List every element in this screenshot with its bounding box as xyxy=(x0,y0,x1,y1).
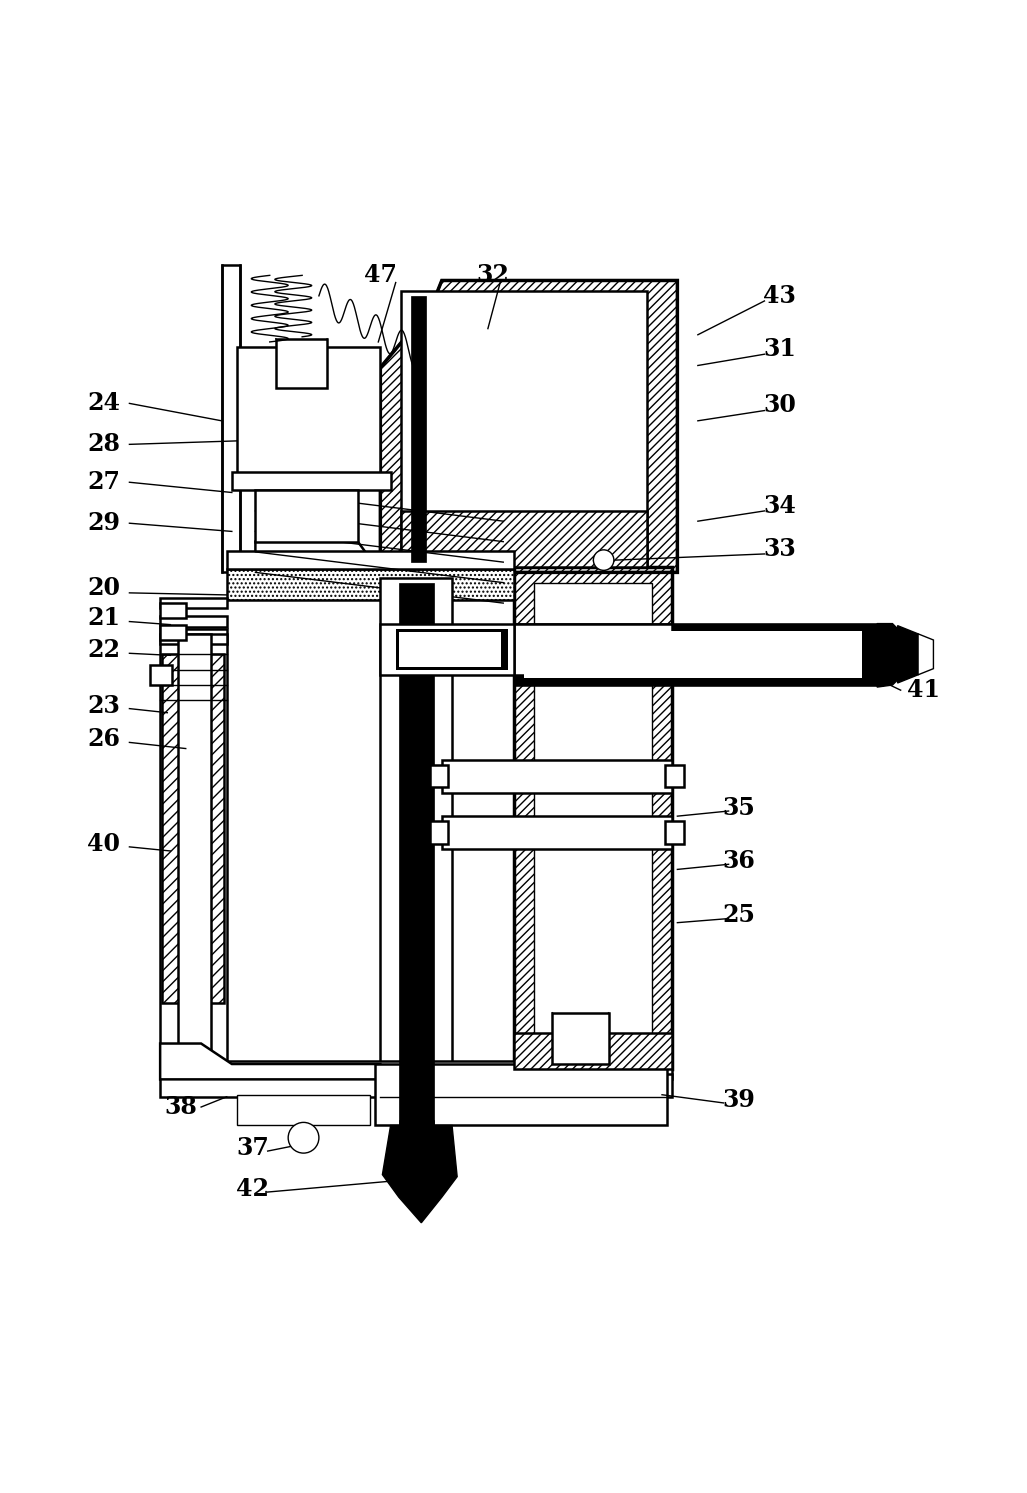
Bar xyxy=(276,339,327,388)
Text: 25: 25 xyxy=(722,903,755,927)
Bar xyxy=(514,624,673,675)
Bar xyxy=(429,764,448,787)
Bar xyxy=(398,1120,433,1197)
Bar xyxy=(514,763,673,790)
Text: 30: 30 xyxy=(763,394,796,418)
Bar xyxy=(237,346,380,481)
Polygon shape xyxy=(898,626,918,682)
Bar xyxy=(514,567,673,1069)
Polygon shape xyxy=(382,1126,457,1223)
Text: 21: 21 xyxy=(87,606,120,630)
Bar xyxy=(150,664,173,685)
Polygon shape xyxy=(918,635,934,675)
Text: 31: 31 xyxy=(763,337,796,361)
Text: 22: 22 xyxy=(87,638,120,663)
Bar xyxy=(375,1065,668,1126)
Bar xyxy=(665,764,684,787)
Text: 43: 43 xyxy=(763,284,796,308)
Bar xyxy=(256,490,357,542)
Bar xyxy=(411,296,426,563)
Bar xyxy=(395,629,508,670)
Text: 20: 20 xyxy=(87,576,120,600)
Bar xyxy=(514,1033,673,1069)
Bar xyxy=(227,551,514,569)
Bar xyxy=(442,760,673,793)
Text: 27: 27 xyxy=(87,470,120,494)
Bar xyxy=(222,266,240,572)
Bar xyxy=(514,624,882,685)
Text: 34: 34 xyxy=(763,494,796,518)
Bar xyxy=(160,617,227,627)
Bar xyxy=(380,578,452,1079)
Bar xyxy=(401,291,647,567)
Text: 29: 29 xyxy=(87,511,120,534)
Bar xyxy=(160,624,186,640)
Bar xyxy=(442,817,673,850)
Polygon shape xyxy=(380,281,678,572)
Bar xyxy=(398,632,501,666)
Text: 36: 36 xyxy=(722,850,755,873)
Bar xyxy=(227,569,514,600)
Bar xyxy=(160,599,227,608)
Text: 42: 42 xyxy=(236,1176,269,1200)
Text: 38: 38 xyxy=(164,1094,197,1120)
Bar xyxy=(665,821,684,844)
Bar xyxy=(401,511,647,567)
Bar xyxy=(514,820,673,847)
Bar xyxy=(380,624,514,675)
Bar xyxy=(160,603,186,618)
Polygon shape xyxy=(877,624,898,687)
Text: 26: 26 xyxy=(87,727,120,751)
Text: 23: 23 xyxy=(87,694,120,718)
Text: 33: 33 xyxy=(763,537,796,561)
Bar xyxy=(553,1012,609,1065)
Text: 35: 35 xyxy=(722,796,755,820)
Circle shape xyxy=(594,549,614,570)
Text: 39: 39 xyxy=(722,1088,755,1112)
Circle shape xyxy=(289,1123,319,1153)
Text: 24: 24 xyxy=(87,391,120,415)
Text: 37: 37 xyxy=(236,1136,269,1160)
Bar xyxy=(162,654,224,1003)
Polygon shape xyxy=(160,1044,380,1079)
Bar xyxy=(429,821,448,844)
Text: 47: 47 xyxy=(364,263,396,287)
Bar xyxy=(178,635,212,1065)
Polygon shape xyxy=(256,542,380,572)
Text: 40: 40 xyxy=(87,832,120,855)
Bar xyxy=(160,1062,673,1079)
Bar xyxy=(160,629,227,1069)
Bar xyxy=(514,567,673,1069)
Bar xyxy=(237,1094,370,1126)
Text: 41: 41 xyxy=(907,678,940,702)
Text: 28: 28 xyxy=(87,433,120,457)
Bar xyxy=(534,582,652,1054)
Bar xyxy=(232,472,390,490)
Bar xyxy=(524,630,862,678)
Text: 32: 32 xyxy=(477,263,509,287)
Bar xyxy=(160,635,227,643)
Bar xyxy=(160,1075,673,1097)
Bar xyxy=(398,582,433,1197)
